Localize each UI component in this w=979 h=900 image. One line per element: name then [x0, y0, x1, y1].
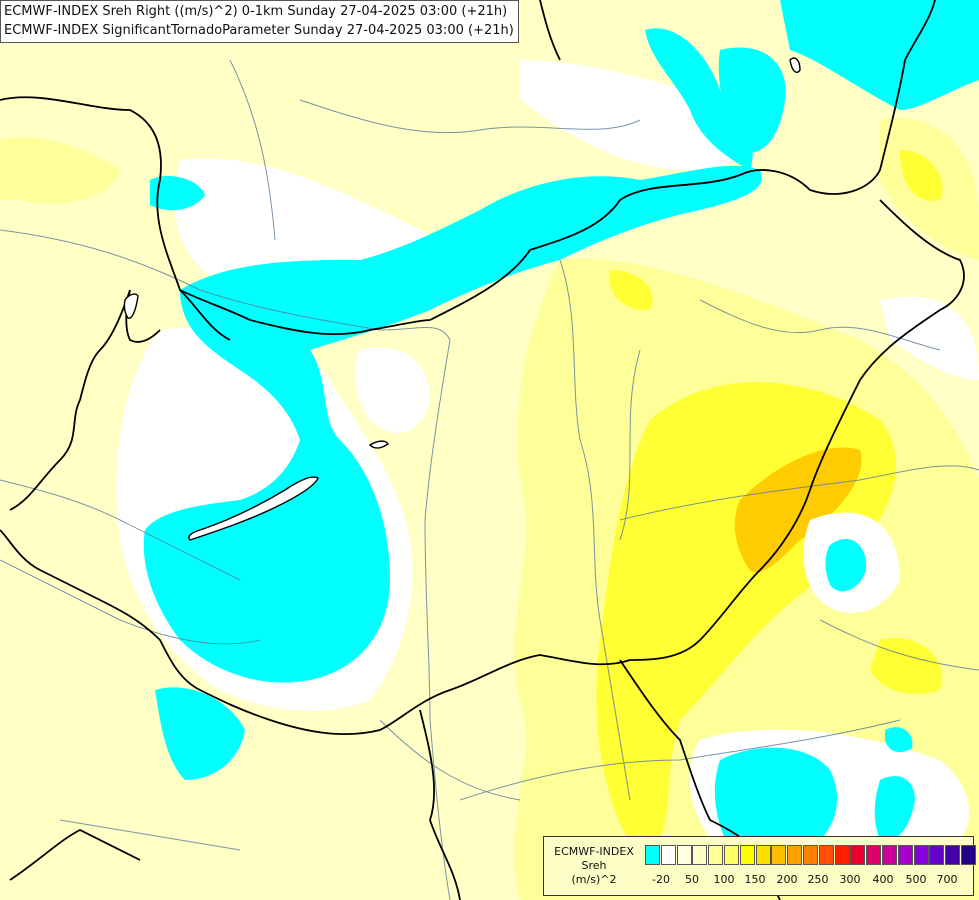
legend-tick-label: 500: [905, 873, 927, 886]
legend-swatch: [945, 845, 961, 865]
legend-swatch: [961, 845, 976, 865]
legend-swatch: [692, 845, 708, 865]
legend-swatch: [850, 845, 866, 865]
color-legend: ECMWF-INDEX Sreh (m/s)^2 -20 50 100 150 200 2…: [543, 836, 976, 896]
legend-swatch: [897, 845, 913, 865]
orange-core-layer: [734, 447, 862, 573]
legend-swatch: [787, 845, 803, 865]
legend-title: ECMWF-INDEX Sreh (m/s)^2: [546, 845, 642, 887]
legend-swatch: [739, 845, 755, 865]
cyan-field-layer: [143, 0, 979, 850]
legend-swatch: [676, 845, 692, 865]
map-title-box: ECMWF-INDEX Sreh Right ((m/s)^2) 0-1km S…: [0, 0, 519, 43]
legend-swatch: [818, 845, 834, 865]
legend-swatch: [803, 845, 818, 865]
lake-balaton: [188, 476, 319, 541]
legend-title-variable: Sreh: [581, 859, 607, 872]
legend-tick-label: 300: [839, 873, 861, 886]
legend-tick-label: -20: [652, 873, 670, 886]
legend-swatch: [866, 845, 882, 865]
legend-tick-label: 400: [872, 873, 894, 886]
legend-tick-label: 200: [776, 873, 798, 886]
lake-small: [368, 440, 389, 449]
legend-swatch: [834, 845, 850, 865]
legend-tick-label: 100: [713, 873, 735, 886]
legend-swatch: [882, 845, 897, 865]
map-title-line-1: ECMWF-INDEX Sreh Right ((m/s)^2) 0-1km S…: [4, 4, 508, 19]
map-title-line-2: ECMWF-INDEX SignificantTornadoParameter …: [4, 23, 514, 38]
legend-tick-label: 700: [936, 873, 958, 886]
legend-tick-label: 150: [744, 873, 766, 886]
legend-tick-label: 250: [807, 873, 829, 886]
legend-swatch: [724, 845, 739, 865]
legend-swatch: [929, 845, 945, 865]
legend-tick-label: 50: [685, 873, 699, 886]
legend-swatch: [771, 845, 787, 865]
lake-neusiedl: [123, 293, 139, 319]
lake-north: [789, 57, 801, 73]
legend-swatch: [913, 845, 929, 865]
legend-swatch: [660, 845, 676, 865]
legend-swatch: [755, 845, 771, 865]
legend-title-model: ECMWF-INDEX: [554, 845, 634, 858]
river-layer: [0, 59, 979, 900]
legend-swatch: [708, 845, 724, 865]
lake-layer: [123, 57, 801, 541]
legend-swatch: [645, 845, 660, 865]
legend-title-unit: (m/s)^2: [571, 873, 617, 886]
